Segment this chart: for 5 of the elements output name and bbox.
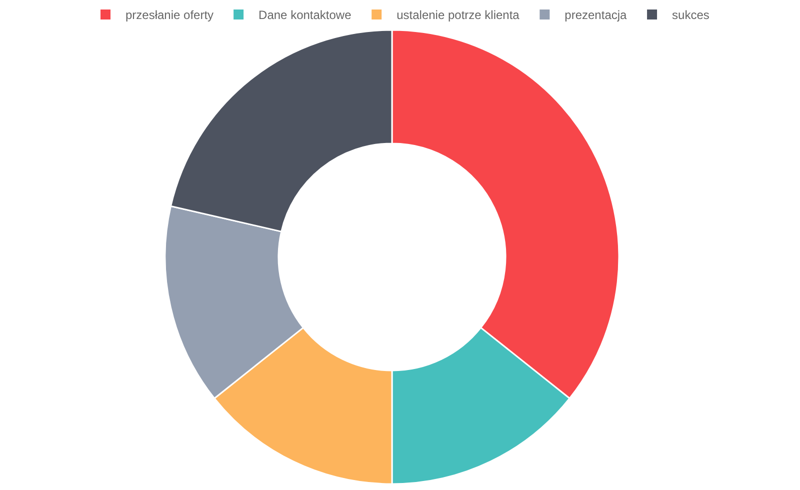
legend-label: sukces [672, 8, 710, 22]
legend-label: ustalenie potrze klienta [396, 8, 520, 22]
legend-label: przesłanie oferty [126, 8, 214, 22]
legend-label: prezentacja [564, 8, 628, 22]
legend-label: Dane kontaktowe [258, 8, 352, 22]
